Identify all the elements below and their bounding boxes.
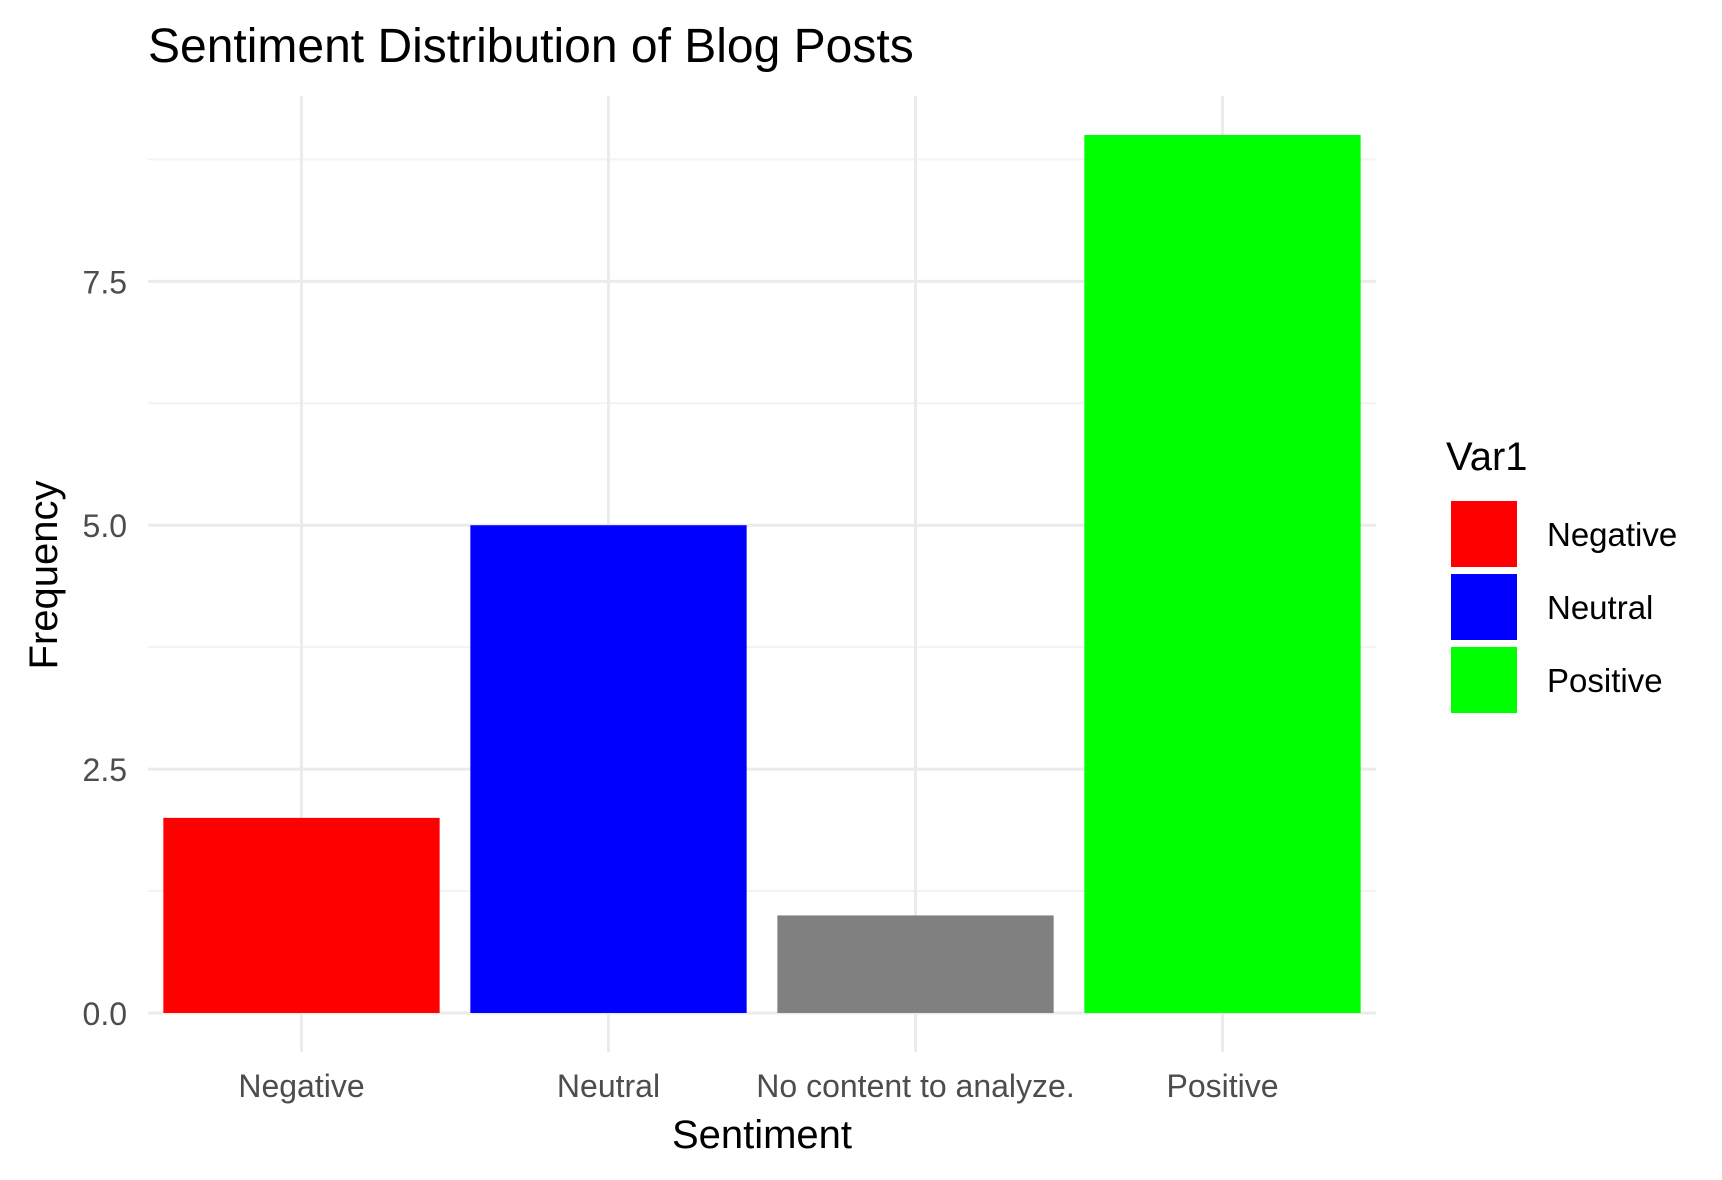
legend-key-neutral — [1451, 574, 1517, 640]
y-tick-label: 2.5 — [83, 752, 127, 788]
y-axis-label: Frequency — [22, 481, 66, 670]
legend: Var1 Negative Neutral Positive — [1446, 435, 1677, 713]
legend-key-positive — [1451, 647, 1517, 713]
x-axis-ticks: Negative Neutral No content to analyze. Pos… — [238, 1068, 1278, 1104]
y-tick-label: 5.0 — [83, 508, 127, 544]
bar-no-content-to-analyze — [777, 915, 1054, 1013]
legend-label-positive: Positive — [1547, 662, 1663, 699]
x-tick-label: Positive — [1166, 1068, 1278, 1104]
bars — [163, 135, 1361, 1013]
legend-key-negative — [1451, 501, 1517, 567]
legend-entries: Negative Neutral Positive — [1451, 501, 1677, 713]
legend-title: Var1 — [1446, 435, 1528, 479]
y-axis-ticks: 0.0 2.5 5.0 7.5 — [83, 264, 127, 1032]
chart-title: Sentiment Distribution of Blog Posts — [148, 20, 914, 73]
bar-positive — [1084, 135, 1361, 1013]
x-tick-label: No content to analyze. — [756, 1068, 1074, 1104]
x-tick-label: Neutral — [557, 1068, 660, 1104]
y-tick-label: 0.0 — [83, 996, 127, 1032]
x-axis-label: Sentiment — [672, 1113, 852, 1157]
legend-label-neutral: Neutral — [1547, 589, 1653, 626]
x-tick-label: Negative — [238, 1068, 364, 1104]
legend-label-negative: Negative — [1547, 516, 1677, 553]
bar-negative — [163, 817, 440, 1013]
y-tick-label: 7.5 — [83, 264, 127, 300]
bar-neutral — [470, 525, 747, 1013]
